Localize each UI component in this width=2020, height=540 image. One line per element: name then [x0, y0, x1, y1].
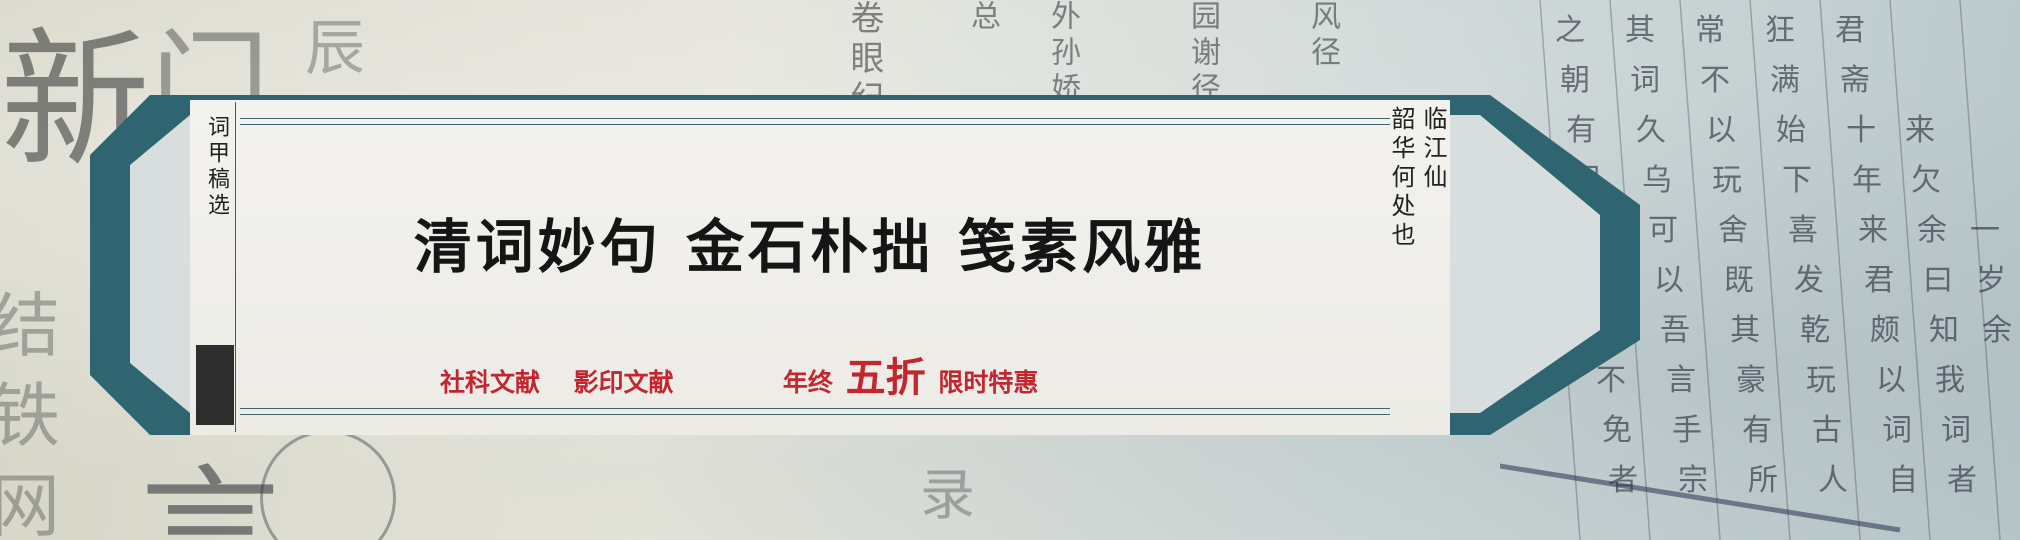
svg-text:久: 久	[1636, 113, 1666, 148]
category-facsimile[interactable]: 影印文献	[573, 368, 674, 397]
svg-text:所: 所	[1748, 463, 1778, 498]
promo-discount: 五折	[845, 355, 926, 401]
svg-text:其: 其	[1625, 13, 1655, 48]
svg-text:自: 自	[1888, 463, 1918, 498]
svg-text:一: 一	[1970, 213, 2000, 248]
svg-text:古: 古	[1812, 413, 1842, 448]
svg-text:始: 始	[1776, 113, 1806, 148]
svg-text:可: 可	[1648, 213, 1678, 248]
svg-text:余: 余	[1982, 313, 2012, 348]
svg-text:有: 有	[1742, 413, 1772, 448]
scroll-paper	[190, 100, 1450, 435]
svg-text:狂: 狂	[1765, 13, 1795, 48]
bg-brush-character: 结	[0, 285, 60, 367]
svg-text:来: 来	[1905, 113, 1935, 148]
bg-brush-character: 铁	[0, 375, 60, 457]
right-column-1: 韶华何处也	[1387, 106, 1415, 251]
svg-text:余: 余	[1917, 213, 1947, 248]
paper-top-rule-2	[240, 124, 1390, 125]
svg-text:岁: 岁	[1976, 263, 2006, 298]
svg-text:玩: 玩	[1712, 163, 1742, 198]
svg-text:年: 年	[1852, 163, 1882, 198]
svg-text:君: 君	[1835, 13, 1865, 48]
svg-text:人: 人	[1818, 463, 1848, 498]
svg-text:吾: 吾	[1660, 313, 1690, 348]
svg-text:乾: 乾	[1800, 313, 1830, 348]
svg-text:下: 下	[1782, 163, 1812, 198]
svg-text:来: 来	[1858, 213, 1888, 248]
svg-text:言: 言	[1666, 363, 1696, 398]
svg-text:常: 常	[1695, 13, 1725, 48]
svg-text:我: 我	[1935, 363, 1965, 398]
svg-text:知: 知	[1929, 313, 1959, 348]
svg-text:乌: 乌	[1642, 163, 1672, 198]
svg-text:之: 之	[1555, 13, 1585, 48]
svg-text:豪: 豪	[1736, 363, 1766, 398]
svg-text:满: 满	[1770, 63, 1800, 98]
bg-brush-character: 辰	[305, 14, 365, 84]
headline: 清词妙句 金石朴拙 笺素风雅	[413, 213, 1207, 281]
bg-brush-character: 言	[140, 452, 281, 540]
right-text-columns: 韶华何处也 临江仙	[1380, 100, 1452, 430]
svg-text:不: 不	[1596, 363, 1626, 398]
bg-seal-ring	[260, 430, 396, 540]
promo-suffix: 限时特惠	[938, 368, 1039, 397]
svg-text:宗: 宗	[1678, 463, 1708, 498]
bg-brush-character: 网	[0, 465, 60, 540]
bg-text-column: 外孙娇	[1045, 0, 1080, 108]
right-column-2: 临江仙	[1419, 106, 1447, 193]
svg-text:有: 有	[1566, 113, 1596, 148]
svg-text:以: 以	[1654, 263, 1684, 298]
paper-bottom-rule	[240, 408, 1390, 409]
left-text-column	[193, 102, 236, 432]
svg-text:以: 以	[1706, 113, 1736, 148]
svg-text:十: 十	[1846, 113, 1876, 148]
paper-top-rule	[240, 118, 1390, 119]
svg-text:免: 免	[1602, 413, 1632, 448]
svg-text:君: 君	[1864, 263, 1894, 298]
svg-text:词: 词	[1882, 413, 1912, 448]
svg-text:者: 者	[1608, 463, 1638, 498]
bg-text-column: 园谢径	[1185, 0, 1220, 108]
svg-text:既: 既	[1724, 263, 1754, 298]
bg-text-column: 总	[965, 0, 1000, 36]
promo-prefix: 年终	[782, 368, 833, 397]
left-column-label: 词甲稿选	[204, 115, 229, 219]
svg-text:玩: 玩	[1806, 363, 1836, 398]
svg-text:喜: 喜	[1788, 213, 1818, 248]
svg-text:不: 不	[1700, 63, 1730, 98]
svg-text:者: 者	[1947, 463, 1977, 498]
svg-text:斋: 斋	[1840, 63, 1870, 98]
svg-text:舍: 舍	[1718, 213, 1748, 248]
svg-text:颇: 颇	[1870, 313, 1900, 348]
svg-text:发: 发	[1794, 263, 1824, 298]
svg-text:词: 词	[1630, 63, 1660, 98]
svg-text:其: 其	[1730, 313, 1760, 348]
svg-text:朝: 朝	[1560, 63, 1590, 98]
red-seal-icon	[196, 345, 234, 425]
paper-bottom-rule-2	[240, 414, 1390, 415]
category-social-science[interactable]: 社科文献	[440, 368, 541, 397]
promo-line[interactable]: 社科文献 影印文献 年终 五折 限时特惠	[440, 345, 1340, 403]
svg-text:欠: 欠	[1911, 163, 1941, 198]
svg-text:词: 词	[1941, 413, 1971, 448]
svg-text:手: 手	[1672, 413, 1702, 448]
svg-text:曰: 曰	[1923, 263, 1953, 298]
bg-brush-character: 录	[920, 463, 976, 527]
bg-text-column: 风径	[1305, 0, 1340, 72]
svg-text:以: 以	[1876, 363, 1906, 398]
